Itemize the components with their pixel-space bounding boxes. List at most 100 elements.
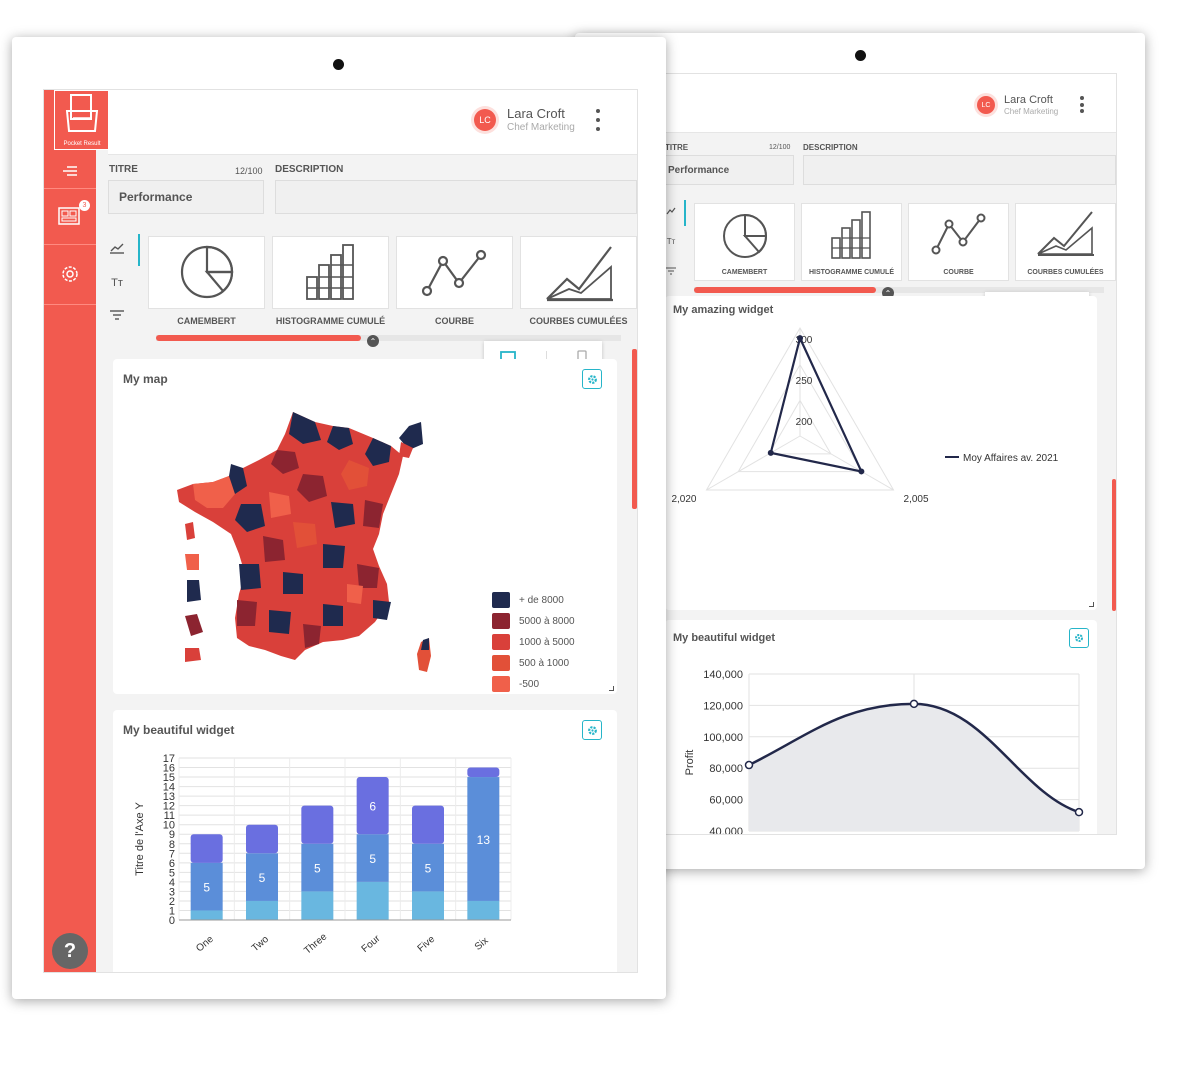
bar-segment	[356, 834, 389, 882]
chart-type-icon[interactable]	[665, 204, 677, 218]
chart-type-label: CAMEMBERT	[177, 316, 236, 326]
widget-title: My beautiful widget	[673, 632, 776, 644]
radar-grid	[705, 327, 895, 491]
bar-segment	[467, 767, 500, 778]
x-tick-label: Two	[250, 934, 271, 954]
avatar[interactable]: LC	[474, 109, 496, 131]
x-tick-label: Four	[360, 933, 383, 955]
legend-swatch	[492, 676, 510, 692]
overseas-3	[187, 580, 201, 602]
widget-title: My amazing widget	[673, 304, 774, 316]
legend-swatch	[492, 592, 510, 608]
resize-handle[interactable]	[609, 686, 614, 691]
sidebar-item-dashboards[interactable]: 3	[44, 188, 96, 245]
radar-axis-label: 2,020	[671, 494, 696, 505]
chart-types-scrollbar[interactable]	[156, 335, 621, 341]
y-tick-label: 15	[163, 772, 175, 784]
radar-point	[858, 468, 865, 475]
gear-icon	[1075, 634, 1083, 642]
header: LC Lara Croft Chef Marketing	[665, 74, 1116, 133]
user-name: Lara Croft	[507, 106, 565, 121]
bar-segment	[467, 900, 500, 920]
resize-handle[interactable]	[1089, 602, 1094, 607]
chart-type-camembert[interactable]: CAMEMBERT	[148, 236, 265, 326]
chart-type-label: HISTOGRAMME CUMULÉ	[275, 316, 386, 326]
dashboard-icon	[58, 207, 80, 225]
toggle-divider	[546, 351, 548, 365]
y-tick-label: 0	[169, 915, 175, 927]
bar-segment	[356, 777, 389, 835]
bar-segment	[301, 805, 334, 844]
toolbar-active-indicator	[684, 200, 686, 226]
y-tick-label: 13	[163, 791, 175, 803]
y-tick-label: 8	[169, 839, 175, 851]
bar-segment	[301, 891, 334, 920]
bar-segment	[190, 834, 223, 863]
screen-back: LC Lara Croft Chef Marketing TITRE 12/10…	[664, 73, 1117, 835]
y-tick-label: 10	[163, 820, 175, 832]
text-format-icon[interactable]: Tт	[666, 236, 676, 246]
bar-data-label: 5	[203, 881, 210, 895]
app-logo-text: Pocket Result	[63, 141, 101, 147]
widget-title: My map	[123, 372, 168, 386]
y-tick-label: 11	[164, 810, 175, 822]
chart-types-scrollbar[interactable]	[694, 287, 1104, 293]
text-format-icon[interactable]: Tт	[111, 277, 123, 289]
chart-type-label: CAMEMBERT	[721, 269, 768, 276]
vertical-scrollbar[interactable]	[632, 349, 637, 509]
radar-tick-label: 300	[796, 335, 813, 346]
y-tick-label: 4	[169, 877, 175, 889]
avatar[interactable]: LC	[977, 96, 995, 114]
chart-type-courbe[interactable]: COURBE	[908, 203, 1009, 281]
settings-icon	[62, 266, 78, 282]
chart-type-courbe[interactable]: COURBE	[396, 236, 513, 326]
legend-swatch	[492, 634, 510, 650]
title-label: TITRE	[109, 164, 138, 175]
description-input[interactable]	[803, 155, 1116, 185]
description-label: DESCRIPTION	[275, 164, 344, 175]
radar-widget: My amazing widget 2,0002,0052,0202002503…	[665, 296, 1097, 610]
filter-icon[interactable]	[665, 264, 677, 278]
x-tick-label: Three	[302, 931, 329, 956]
sidebar-item-settings[interactable]	[44, 244, 96, 305]
widget-settings-button[interactable]	[582, 369, 602, 389]
y-tick-label: 7	[169, 848, 175, 860]
bar-segment	[412, 843, 444, 892]
chart-type-courbes-cumulees[interactable]: COURBES CUMULÉES	[520, 236, 637, 326]
widget-settings-button[interactable]	[1069, 628, 1089, 648]
france-map	[177, 412, 431, 672]
more-menu-icon[interactable]	[1080, 96, 1084, 113]
collapse-toolbar-icon[interactable]: ⌃	[367, 335, 379, 347]
chart-type-histogramme[interactable]: HISTOGRAMME CUMULÉ	[801, 203, 902, 281]
chart-type-camembert[interactable]: CAMEMBERT	[694, 203, 795, 281]
legend-item: 500 à 1000	[492, 655, 569, 671]
header: LC Lara Croft Chef Marketing	[108, 90, 637, 155]
y-tick-label: 120,000	[703, 700, 743, 712]
title-input[interactable]: Performance	[108, 180, 264, 214]
radar-axis-label: 2,005	[904, 494, 929, 505]
filter-icon[interactable]	[108, 306, 126, 324]
more-menu-icon[interactable]	[596, 109, 600, 131]
title-input[interactable]: Performance	[665, 155, 794, 185]
bar-segment	[246, 900, 278, 920]
bar-segment	[412, 891, 444, 920]
description-input[interactable]	[275, 180, 637, 214]
app-logo[interactable]: Pocket Result	[54, 90, 110, 150]
sidebar-menu-toggle[interactable]	[44, 154, 96, 189]
vertical-scrollbar[interactable]	[1112, 479, 1116, 611]
chart-type-histogramme[interactable]: HISTOGRAMME CUMULÉ	[272, 236, 389, 326]
help-button[interactable]: ?	[52, 933, 88, 969]
legend-label: 1000 à 5000	[519, 636, 575, 648]
chart-type-courbes-cumulees[interactable]: COURBES CUMULÉES	[1015, 203, 1116, 281]
widget-settings-button[interactable]	[582, 720, 602, 740]
overseas-2	[185, 554, 199, 570]
y-axis-title: Titre de l'Axe Y	[134, 802, 146, 876]
chart-type-label: COURBE	[434, 316, 474, 326]
radar-axis	[706, 435, 801, 491]
pocket-logo-icon	[65, 94, 99, 132]
legend-swatch	[492, 613, 510, 629]
chart-type-icon[interactable]	[108, 239, 126, 257]
description-label: DESCRIPTION	[803, 143, 858, 152]
radar-series-line	[769, 334, 864, 473]
y-tick-label: 9	[169, 829, 175, 841]
